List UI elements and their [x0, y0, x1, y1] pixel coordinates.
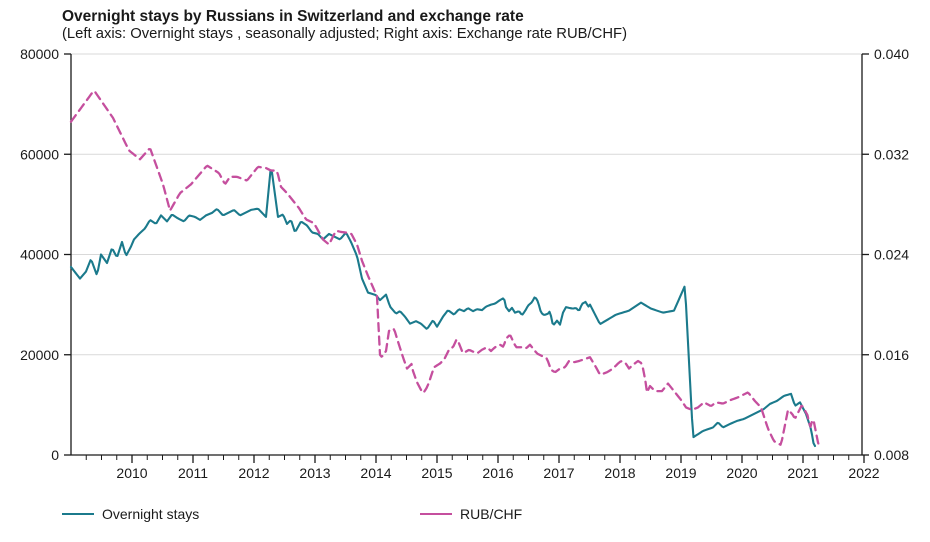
svg-text:2022: 2022 [848, 465, 879, 481]
svg-text:2017: 2017 [543, 465, 574, 481]
svg-text:0.040: 0.040 [874, 46, 909, 62]
svg-text:0: 0 [51, 447, 59, 463]
svg-text:40000: 40000 [20, 247, 59, 263]
svg-text:20000: 20000 [20, 347, 59, 363]
svg-text:60000: 60000 [20, 146, 59, 162]
svg-text:2020: 2020 [726, 465, 757, 481]
svg-text:2021: 2021 [787, 465, 818, 481]
svg-text:2011: 2011 [178, 465, 208, 481]
svg-text:2013: 2013 [299, 465, 330, 481]
svg-text:80000: 80000 [20, 46, 59, 62]
svg-text:2010: 2010 [116, 465, 147, 481]
svg-text:0.032: 0.032 [874, 146, 909, 162]
svg-text:2016: 2016 [482, 465, 513, 481]
svg-text:0.024: 0.024 [874, 247, 909, 263]
svg-text:0.016: 0.016 [874, 347, 909, 363]
svg-text:2012: 2012 [238, 465, 269, 481]
svg-text:2019: 2019 [665, 465, 696, 481]
svg-text:2018: 2018 [604, 465, 635, 481]
svg-text:2015: 2015 [421, 465, 452, 481]
svg-text:0.008: 0.008 [874, 447, 909, 463]
svg-text:2014: 2014 [360, 465, 391, 481]
